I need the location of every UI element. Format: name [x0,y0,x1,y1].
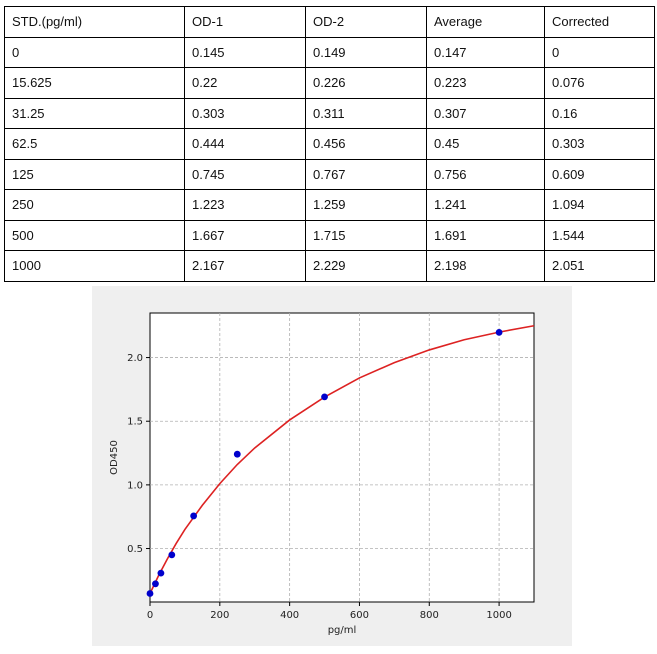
table-cell: 1.691 [426,219,545,251]
y-tick-label: 1.0 [127,480,143,491]
data-point [495,328,503,336]
fit-curve-line [149,324,535,594]
table-cell: 0.45 [426,128,545,160]
table-cell: 1.241 [426,189,545,221]
table-row: 15.625 0.22 0.226 0.223 0.076 [4,67,655,99]
standard-curve-table: STD.(pg/ml) OD-1 OD-2 Average Corrected 0 0.14… [4,6,655,282]
table-cell: 0.145 [184,36,306,68]
table-cell: 31.25 [4,97,185,129]
table-cell: 0.223 [426,67,545,99]
table-header-cell: OD-2 [305,6,427,38]
grid-lines [150,313,534,602]
data-point [168,551,176,559]
table-cell: 62.5 [4,128,185,160]
data-points-layer [146,328,503,597]
table-cell: 0.609 [544,158,655,190]
x-tick-label: 600 [350,610,369,621]
data-point [233,450,241,458]
table-cell: 2.167 [184,250,306,282]
plot-area [149,312,535,603]
table-cell: 0.303 [184,97,306,129]
table-cell: 250 [4,189,185,221]
table-row: 500 1.667 1.715 1.691 1.544 [4,219,655,251]
x-tick-label: 200 [210,610,229,621]
table-cell: 1.667 [184,219,306,251]
y-axis-ticks: 0.5 1.0 1.5 2.0 [127,353,150,555]
table-header-cell: STD.(pg/ml) [4,6,185,38]
table-cell: 500 [4,219,185,251]
table-header-cell: Average [426,6,545,38]
table-cell: 0 [544,36,655,68]
table-cell: 1.223 [184,189,306,221]
table-cell: 0.303 [544,128,655,160]
table-cell: 0.149 [305,36,427,68]
table-header-row: STD.(pg/ml) OD-1 OD-2 Average Corrected [4,6,655,38]
table-cell: 1.259 [305,189,427,221]
x-axis-ticks: 0 200 400 600 800 1000 [147,602,512,621]
table-cell: 0.226 [305,67,427,99]
data-point [190,512,198,520]
table-header-cell: OD-1 [184,6,306,38]
table-cell: 1000 [4,250,185,282]
table-header-cell: Corrected [544,6,655,38]
table-cell: 0.22 [184,67,306,99]
table-cell: 0.076 [544,67,655,99]
table-cell: 1.094 [544,189,655,221]
y-tick-label: 0.5 [127,544,143,555]
data-point [146,590,154,597]
table-cell: 0.147 [426,36,545,68]
fit-curve-layer [149,324,535,594]
x-tick-label: 1000 [486,610,511,621]
table-cell: 2.229 [305,250,427,282]
standard-curve-chart: 0 200 400 600 800 1000 0.5 1.0 1.5 2.0 pg/ml OD4… [92,286,572,646]
table-cell: 15.625 [4,67,185,99]
table-cell: 2.051 [544,250,655,282]
table-row: 125 0.745 0.767 0.756 0.609 [4,158,655,190]
x-tick-label: 0 [147,610,153,621]
data-point [157,569,165,577]
table-row: 1000 2.167 2.229 2.198 2.051 [4,250,655,282]
y-axis-label: OD450 [109,440,120,475]
data-point [321,393,328,401]
table-cell: 2.198 [426,250,545,282]
x-tick-label: 800 [420,610,439,621]
table-row: 250 1.223 1.259 1.241 1.094 [4,189,655,221]
table-cell: 0.311 [305,97,427,129]
table-cell: 0.767 [305,158,427,190]
table-cell: 1.544 [544,219,655,251]
y-tick-label: 2.0 [127,353,143,364]
chart-svg: 0 200 400 600 800 1000 0.5 1.0 1.5 2.0 pg/ml OD4… [109,312,535,636]
table-cell: 0.756 [426,158,545,190]
data-point [152,580,159,588]
table-cell: 0 [4,36,185,68]
table-cell: 0.444 [184,128,306,160]
table-cell: 0.16 [544,97,655,129]
table-cell: 125 [4,158,185,190]
table-cell: 1.715 [305,219,427,251]
table-row: 31.25 0.303 0.311 0.307 0.16 [4,97,655,129]
table-body: STD.(pg/ml) OD-1 OD-2 Average Corrected 0 0.14… [4,6,655,282]
table-row: 62.5 0.444 0.456 0.45 0.303 [4,128,655,160]
x-tick-label: 400 [280,610,299,621]
table-cell: 0.745 [184,158,306,190]
table-cell: 0.456 [305,128,427,160]
x-axis-label: pg/ml [328,625,357,636]
y-tick-label: 1.5 [127,417,143,428]
table-row: 0 0.145 0.149 0.147 0 [4,36,655,68]
table-cell: 0.307 [426,97,545,129]
